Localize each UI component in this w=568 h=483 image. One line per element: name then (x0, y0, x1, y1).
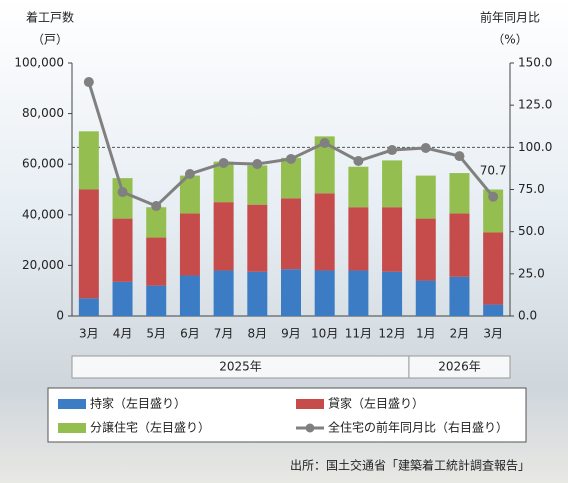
x-tick-label: 10月 (311, 327, 338, 341)
legend-swatch (58, 423, 86, 433)
bar-segment (415, 218, 436, 281)
bar-segment (382, 160, 403, 208)
bar-segment (112, 281, 133, 316)
bar-segment (112, 178, 133, 219)
bar-segment (382, 271, 403, 316)
bar-segment (449, 213, 470, 277)
bar-segment (213, 161, 234, 203)
group-band (408, 355, 511, 379)
line-point (488, 191, 499, 202)
x-tick-label: 11月 (345, 327, 372, 341)
bar-segment (247, 204, 268, 272)
x-tick-label: 6月 (180, 327, 200, 341)
bar-segment (213, 202, 234, 271)
y2-tick-label: 125.0 (518, 98, 552, 112)
x-tick-label: 3月 (79, 327, 99, 341)
bar-segment (78, 131, 99, 190)
group-label: 2025年 (219, 360, 262, 374)
y-axis-title: 着工戸数 (26, 10, 74, 25)
y-tick-label: 80,000 (22, 106, 64, 120)
line-point (420, 143, 431, 154)
bar-segment (179, 275, 200, 316)
line-point (353, 155, 364, 166)
legend-label: 貸家（左目盛り） (328, 396, 424, 411)
y2-tick-label: 0.0 (518, 309, 537, 323)
bar-segment (281, 269, 301, 316)
legend-swatch (58, 399, 86, 409)
bar-segment (112, 218, 133, 282)
bar-segment (314, 136, 335, 194)
legend-marker (305, 423, 315, 433)
line-point (151, 201, 162, 212)
y2-tick-label: 25.0 (518, 266, 545, 280)
legend-label: 持家（左目盛り） (90, 396, 186, 411)
bar-segment (382, 207, 403, 272)
bar-segment (449, 173, 470, 214)
bar-segment (449, 276, 470, 316)
y-tick-label: 40,000 (22, 207, 64, 221)
data-label: 70.7 (480, 163, 507, 177)
x-tick-label: 7月 (214, 327, 234, 341)
bar-segment (213, 270, 234, 316)
bar-segment (483, 189, 504, 233)
bar-segment (78, 189, 99, 299)
y-tick-label: 20,000 (22, 258, 64, 272)
line-point (319, 137, 330, 148)
line-point (387, 145, 398, 156)
x-tick-label: 4月 (113, 327, 133, 341)
y-tick-label: 0 (56, 309, 64, 323)
x-tick-label: 8月 (247, 327, 267, 341)
line-point (83, 77, 94, 88)
bar-segment (281, 157, 301, 199)
line-point (252, 159, 263, 170)
line-point (117, 187, 128, 198)
line-point (184, 168, 195, 179)
legend-box (47, 387, 527, 443)
legend-swatch (296, 399, 324, 409)
x-tick-label: 9月 (281, 327, 301, 341)
y-tick-label: 100,000 (14, 56, 64, 70)
bar-segment (146, 285, 167, 316)
bar-segment (146, 237, 167, 286)
bar-segment (348, 270, 369, 316)
y-axis-title: （戸） (32, 33, 68, 47)
x-tick-label: 1月 (416, 327, 436, 341)
source: 出所：国土交通省「建築着工統計調査報告」 (290, 458, 530, 473)
bar-segment (348, 207, 369, 271)
legend-label: 分譲住宅（左目盛り） (90, 420, 210, 435)
bar-segment (247, 271, 268, 316)
bar-segment (314, 193, 335, 271)
bar-segment (179, 213, 200, 276)
x-tick-label: 3月 (483, 327, 503, 341)
bar-segment (314, 270, 335, 316)
bar-segment (78, 298, 99, 316)
x-tick-label: 2月 (450, 327, 470, 341)
line-point (218, 158, 229, 169)
y2-axis-title: 前年同月比 (480, 10, 540, 25)
bar-segment (281, 198, 301, 270)
y2-axis-title: （%） (492, 33, 527, 47)
bar-segment (415, 175, 436, 219)
bar-segment (247, 165, 268, 205)
y2-tick-label: 100.0 (518, 140, 552, 154)
x-tick-label: 5月 (146, 327, 166, 341)
x-tick-label: 12月 (378, 327, 405, 341)
bar-segment (483, 232, 504, 305)
y2-tick-label: 50.0 (518, 224, 545, 238)
y-tick-label: 60,000 (22, 157, 64, 171)
group-label: 2026年 (438, 360, 481, 374)
bar-segment (483, 304, 504, 316)
line-point (454, 151, 465, 162)
y2-tick-label: 75.0 (518, 182, 545, 196)
bar-segment (179, 175, 200, 214)
legend-label: 全住宅の前年同月比（右目盛り） (328, 420, 508, 435)
y2-tick-label: 150.0 (518, 56, 552, 70)
line-point (286, 153, 296, 164)
bar-segment (348, 166, 369, 208)
bar-segment (146, 207, 167, 238)
bar-segment (415, 280, 436, 316)
